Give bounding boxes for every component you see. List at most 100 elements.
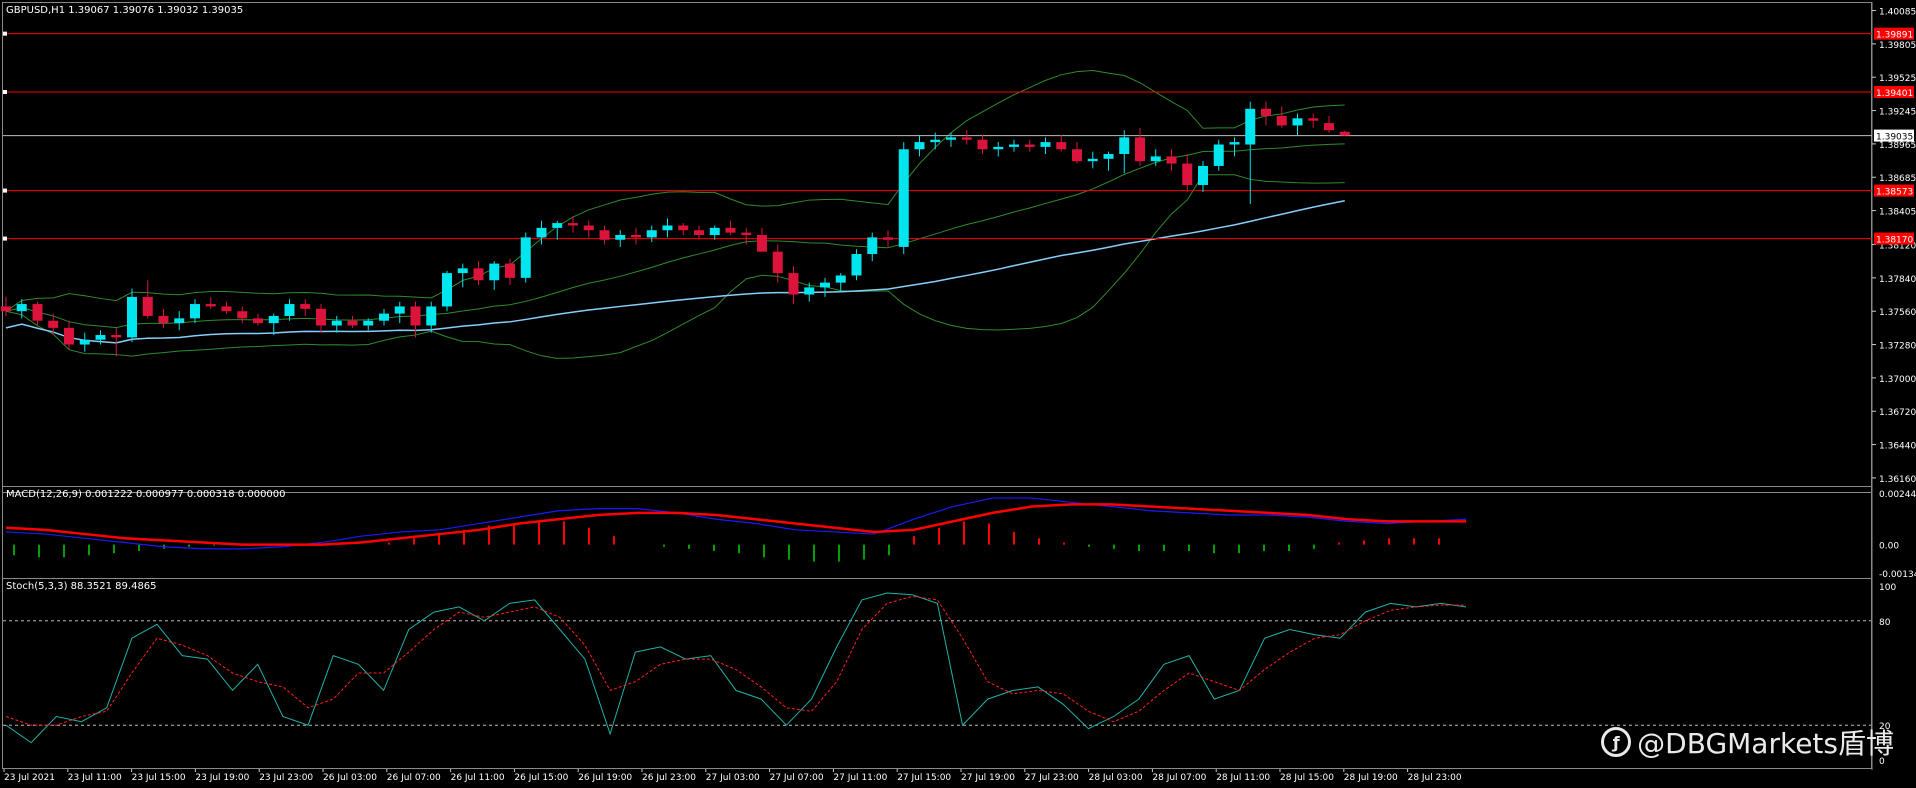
level-handle: [3, 188, 7, 193]
watermark: ƒ @DBGMarkets盾博: [1601, 722, 1894, 762]
macd-signal-line: [5, 503, 1466, 546]
macd-main-line: [5, 497, 1467, 550]
price-tick-label: 1.40085: [1879, 8, 1916, 18]
macd-tick-label: -0.001343: [1879, 570, 1916, 580]
candle-body: [16, 304, 27, 312]
time-tick-label: 28 Jul 03:00: [1089, 773, 1143, 783]
candle-body: [772, 251, 783, 274]
candle-body: [127, 296, 137, 338]
stoch-tick-label: 20: [1879, 722, 1891, 732]
candle-body: [237, 311, 248, 319]
time-tick-label: 28 Jul 11:00: [1216, 773, 1270, 783]
time-tick-label: 23 Jul 15:00: [132, 773, 186, 783]
candle-body: [1229, 142, 1240, 145]
candle-body: [820, 282, 830, 288]
watermark-text: @DBGMarkets盾博: [1637, 727, 1894, 760]
candle-body: [552, 223, 563, 228]
price-tick-label: 1.38685: [1879, 174, 1916, 184]
candle-body: [1261, 108, 1271, 116]
current-price-tag: [1874, 129, 1914, 142]
stoch-main-line: [5, 592, 1467, 744]
stoch-tick-label: 80: [1879, 618, 1891, 628]
candle-body: [914, 142, 925, 150]
candle-body: [1, 306, 11, 312]
candle-body: [709, 227, 720, 235]
candle-body: [1024, 144, 1035, 147]
symbol-header: GBPUSD,H1 1.39067 1.39076 1.39032 1.3903…: [6, 5, 244, 16]
moving-average-line: [5, 200, 1345, 344]
candle-body: [379, 313, 389, 321]
level-handle: [3, 31, 7, 36]
bollinger-middle-line: [5, 143, 1345, 329]
candle-body: [174, 318, 185, 324]
candle-body: [1198, 165, 1208, 185]
candle-body: [583, 225, 594, 231]
candle-body: [662, 225, 673, 231]
candle-body: [1182, 163, 1193, 185]
candle-body: [331, 320, 342, 326]
time-tick-label: 23 Jul 19:00: [195, 773, 249, 783]
candle-body: [599, 230, 610, 240]
price-tick-label: 1.36160: [1879, 475, 1916, 485]
candle-body: [221, 306, 232, 312]
candle-body: [1150, 156, 1161, 162]
candle-body: [1009, 144, 1019, 147]
stoch-tick-label: 0: [1879, 757, 1885, 767]
candle-body: [1276, 115, 1287, 126]
price-tick-label: 1.38965: [1879, 141, 1916, 151]
candle-body: [190, 304, 200, 319]
candle-body: [32, 304, 43, 321]
time-tick-label: 27 Jul 07:00: [770, 773, 824, 783]
candle-body: [993, 146, 1004, 150]
candle-body: [536, 227, 547, 238]
price-tick-label: 1.37560: [1879, 308, 1916, 318]
candle-body: [977, 139, 988, 150]
candle-body: [1339, 131, 1350, 136]
candle-body: [284, 304, 295, 316]
time-tick-label: 26 Jul 19:00: [578, 773, 632, 783]
candle-body: [489, 263, 500, 281]
candle-body: [835, 275, 846, 283]
price-tick-label: 1.38405: [1879, 208, 1916, 218]
candle-body: [158, 315, 169, 324]
candle-body: [946, 137, 956, 140]
candle-body: [615, 234, 626, 240]
candle-body: [363, 320, 374, 326]
candle-body: [394, 306, 405, 314]
time-tick-label: 28 Jul 19:00: [1344, 773, 1398, 783]
candle-body: [568, 223, 578, 226]
time-tick-label: 23 Jul 2021: [4, 773, 55, 783]
candle-body: [898, 149, 909, 247]
bollinger-upper-line: [5, 70, 1345, 312]
candle-body: [930, 139, 941, 143]
candle-body: [1056, 142, 1067, 150]
candle-body: [1213, 144, 1224, 166]
candle-body: [300, 304, 311, 309]
time-tick-label: 28 Jul 07:00: [1152, 773, 1206, 783]
current-price-label: 1.39035: [1876, 133, 1913, 143]
candle-body: [410, 306, 421, 326]
level-price-tag: [1874, 85, 1914, 98]
time-tick-label: 23 Jul 11:00: [68, 773, 122, 783]
candle-body: [64, 327, 74, 345]
bollinger-lower-line: [5, 174, 1345, 359]
price-tick-label: 1.36720: [1879, 408, 1916, 418]
stoch-signal-line: [5, 595, 1466, 726]
price-tick-label: 1.38120: [1879, 242, 1916, 252]
candle-body: [520, 237, 531, 278]
time-tick-label: 26 Jul 15:00: [514, 773, 568, 783]
candle-body: [473, 268, 484, 281]
level-price-tag: [1874, 232, 1914, 245]
candle-body: [1292, 118, 1303, 126]
level-price-label: 1.38573: [1876, 188, 1913, 198]
candle-body: [426, 306, 437, 326]
candle-body: [457, 268, 468, 274]
time-tick-label: 27 Jul 15:00: [897, 773, 951, 783]
level-price-label: 1.39401: [1876, 89, 1913, 99]
time-tick-label: 28 Jul 15:00: [1280, 773, 1334, 783]
candle-body: [1245, 108, 1256, 145]
candle-body: [788, 273, 799, 295]
price-tick-label: 1.37840: [1879, 275, 1916, 285]
time-tick-label: 26 Jul 23:00: [642, 773, 696, 783]
